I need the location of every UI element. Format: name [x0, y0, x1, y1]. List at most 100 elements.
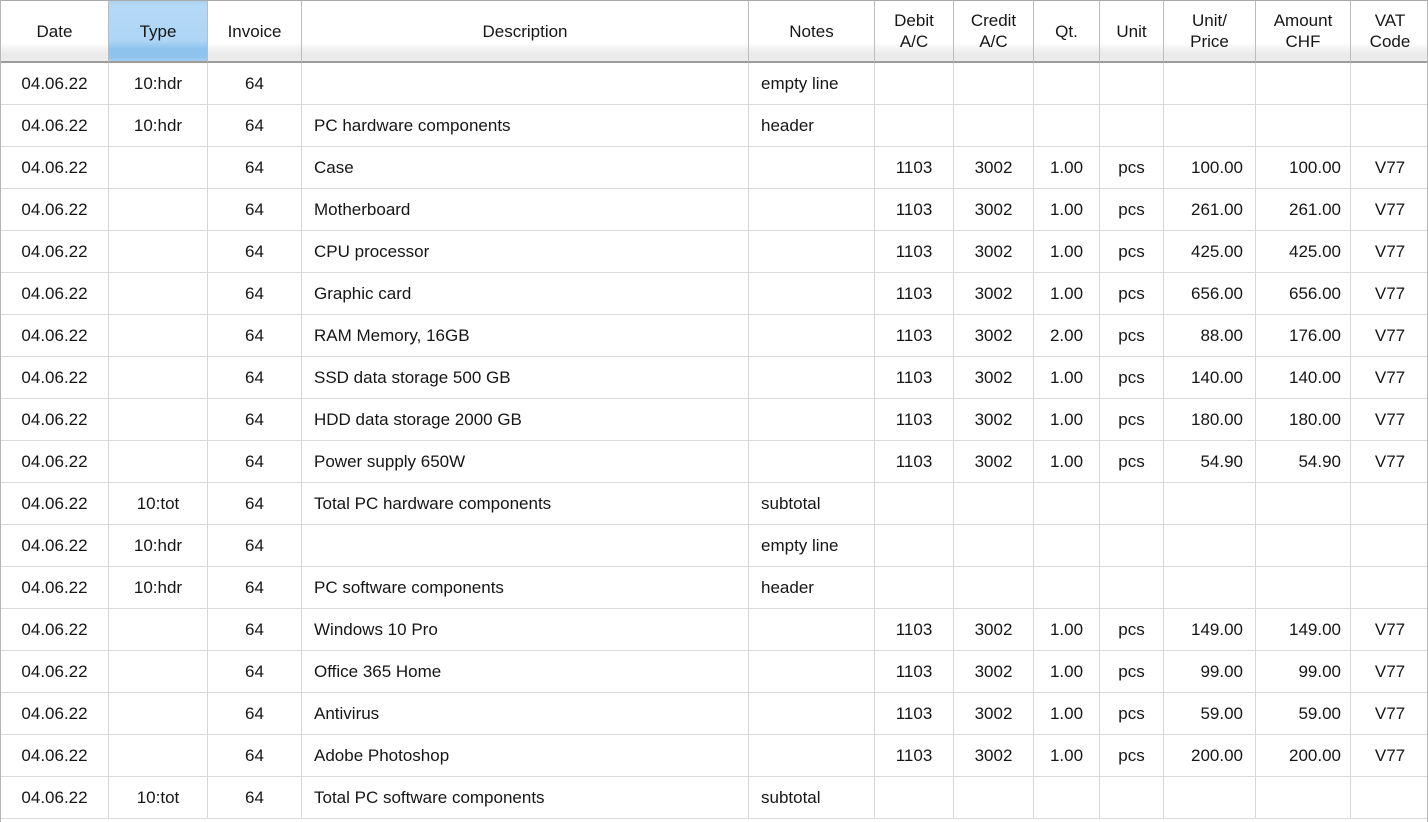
cell-date[interactable]: 04.06.22 [1, 147, 109, 189]
cell-date[interactable]: 04.06.22 [1, 777, 109, 819]
cell-credit[interactable]: 3002 [954, 273, 1034, 315]
cell-unit_price[interactable]: 200.00 [1164, 735, 1256, 777]
cell-credit[interactable]: 3002 [954, 693, 1034, 735]
cell-notes[interactable]: header [749, 567, 875, 609]
cell-vat[interactable]: V77 [1351, 441, 1427, 483]
cell-notes[interactable]: empty line [749, 525, 875, 567]
cell-debit[interactable]: 1103 [875, 147, 954, 189]
cell-amount[interactable] [1256, 63, 1351, 105]
cell-vat[interactable]: V77 [1351, 273, 1427, 315]
cell-vat[interactable]: V77 [1351, 609, 1427, 651]
column-header-unit[interactable]: Unit [1100, 1, 1164, 63]
cell-date[interactable]: 04.06.22 [1, 525, 109, 567]
cell-credit[interactable]: 3002 [954, 315, 1034, 357]
cell-unit_price[interactable]: 54.90 [1164, 441, 1256, 483]
cell-credit[interactable]: 3002 [954, 147, 1034, 189]
cell-debit[interactable]: 1103 [875, 651, 954, 693]
cell-notes[interactable]: subtotal [749, 777, 875, 819]
cell-type[interactable]: 10:hdr [109, 105, 208, 147]
cell-credit[interactable]: 3002 [954, 735, 1034, 777]
cell-invoice[interactable]: 64 [208, 567, 302, 609]
cell-qty[interactable] [1034, 525, 1100, 567]
cell-type[interactable] [109, 357, 208, 399]
cell-vat[interactable]: V77 [1351, 189, 1427, 231]
cell-unit_price[interactable]: 140.00 [1164, 357, 1256, 399]
cell-vat[interactable] [1351, 483, 1427, 525]
cell-description[interactable] [302, 525, 749, 567]
cell-unit[interactable]: pcs [1100, 735, 1164, 777]
cell-qty[interactable]: 1.00 [1034, 609, 1100, 651]
cell-debit[interactable]: 1103 [875, 273, 954, 315]
cell-unit_price[interactable] [1164, 483, 1256, 525]
cell-type[interactable] [109, 693, 208, 735]
cell-amount[interactable]: 140.00 [1256, 357, 1351, 399]
cell-notes[interactable] [749, 231, 875, 273]
cell-description[interactable]: Windows 10 Pro [302, 609, 749, 651]
cell-date[interactable]: 04.06.22 [1, 693, 109, 735]
cell-debit[interactable]: 1103 [875, 693, 954, 735]
cell-qty[interactable]: 1.00 [1034, 693, 1100, 735]
cell-description[interactable]: Power supply 650W [302, 441, 749, 483]
cell-unit_price[interactable]: 261.00 [1164, 189, 1256, 231]
cell-date[interactable]: 04.06.22 [1, 399, 109, 441]
cell-description[interactable]: SSD data storage 500 GB [302, 357, 749, 399]
cell-debit[interactable] [875, 105, 954, 147]
cell-credit[interactable] [954, 105, 1034, 147]
cell-date[interactable]: 04.06.22 [1, 567, 109, 609]
cell-credit[interactable]: 3002 [954, 441, 1034, 483]
cell-notes[interactable] [749, 273, 875, 315]
cell-unit_price[interactable] [1164, 105, 1256, 147]
cell-date[interactable]: 04.06.22 [1, 273, 109, 315]
cell-amount[interactable] [1256, 777, 1351, 819]
cell-invoice[interactable]: 64 [208, 693, 302, 735]
cell-credit[interactable] [954, 483, 1034, 525]
cell-type[interactable] [109, 441, 208, 483]
cell-date[interactable]: 04.06.22 [1, 63, 109, 105]
cell-date[interactable]: 04.06.22 [1, 483, 109, 525]
cell-type[interactable]: 10:tot [109, 777, 208, 819]
cell-date[interactable]: 04.06.22 [1, 357, 109, 399]
cell-unit[interactable]: pcs [1100, 609, 1164, 651]
cell-invoice[interactable]: 64 [208, 483, 302, 525]
cell-debit[interactable]: 1103 [875, 735, 954, 777]
column-header-notes[interactable]: Notes [749, 1, 875, 63]
cell-notes[interactable] [749, 693, 875, 735]
cell-date[interactable]: 04.06.22 [1, 315, 109, 357]
cell-amount[interactable]: 180.00 [1256, 399, 1351, 441]
cell-type[interactable] [109, 231, 208, 273]
cell-notes[interactable] [749, 651, 875, 693]
cell-debit[interactable]: 1103 [875, 189, 954, 231]
cell-unit[interactable] [1100, 567, 1164, 609]
cell-qty[interactable]: 2.00 [1034, 315, 1100, 357]
cell-debit[interactable] [875, 63, 954, 105]
cell-unit_price[interactable]: 88.00 [1164, 315, 1256, 357]
column-header-amount[interactable]: Amount CHF [1256, 1, 1351, 63]
cell-description[interactable]: Graphic card [302, 273, 749, 315]
cell-vat[interactable] [1351, 777, 1427, 819]
cell-amount[interactable]: 425.00 [1256, 231, 1351, 273]
cell-debit[interactable]: 1103 [875, 441, 954, 483]
cell-debit[interactable]: 1103 [875, 231, 954, 273]
cell-type[interactable]: 10:hdr [109, 567, 208, 609]
column-header-credit[interactable]: Credit A/C [954, 1, 1034, 63]
cell-notes[interactable] [749, 315, 875, 357]
cell-amount[interactable]: 176.00 [1256, 315, 1351, 357]
column-header-type[interactable]: Type [109, 1, 208, 63]
cell-amount[interactable] [1256, 525, 1351, 567]
cell-amount[interactable]: 149.00 [1256, 609, 1351, 651]
cell-qty[interactable]: 1.00 [1034, 735, 1100, 777]
cell-invoice[interactable]: 64 [208, 231, 302, 273]
cell-notes[interactable]: subtotal [749, 483, 875, 525]
cell-invoice[interactable]: 64 [208, 357, 302, 399]
cell-invoice[interactable]: 64 [208, 735, 302, 777]
cell-date[interactable]: 04.06.22 [1, 735, 109, 777]
column-header-description[interactable]: Description [302, 1, 749, 63]
cell-credit[interactable]: 3002 [954, 609, 1034, 651]
cell-description[interactable]: Antivirus [302, 693, 749, 735]
cell-description[interactable]: Motherboard [302, 189, 749, 231]
cell-invoice[interactable]: 64 [208, 651, 302, 693]
cell-vat[interactable]: V77 [1351, 693, 1427, 735]
cell-unit[interactable]: pcs [1100, 147, 1164, 189]
cell-credit[interactable]: 3002 [954, 231, 1034, 273]
cell-unit[interactable] [1100, 777, 1164, 819]
